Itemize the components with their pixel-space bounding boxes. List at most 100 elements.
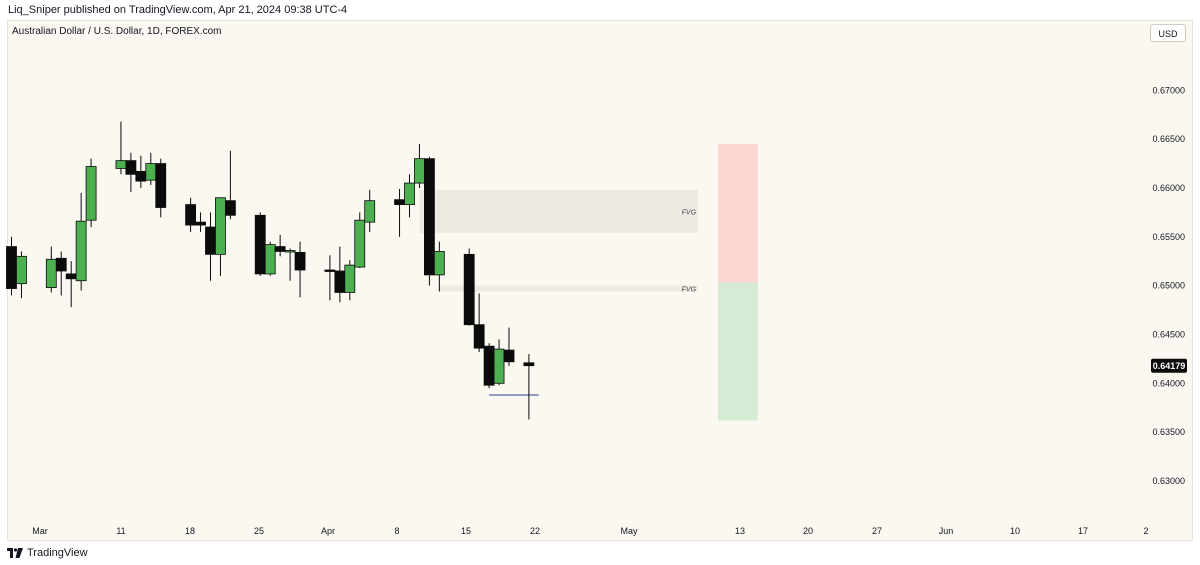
bullish-candle — [284, 248, 296, 281]
candle-body — [264, 244, 276, 275]
bearish-candle — [274, 234, 286, 257]
candle-body — [195, 221, 206, 226]
candle-body — [433, 251, 445, 276]
candle-body — [473, 324, 485, 349]
fvg-zone — [439, 285, 699, 292]
bearish-candle — [483, 343, 495, 389]
candle-body — [414, 158, 425, 184]
time-tick-label: 2 — [1143, 526, 1148, 536]
take-profit-zone — [717, 282, 758, 421]
price-tick-label: 0.64000 — [1152, 378, 1185, 388]
candle-body — [334, 270, 346, 293]
candle-body — [16, 255, 27, 285]
candle-body — [274, 246, 286, 252]
footer: TradingView — [7, 544, 88, 562]
bullish-candle — [16, 251, 27, 299]
price-tick-label: 0.65500 — [1152, 232, 1185, 242]
candle-body — [404, 182, 415, 205]
candle-body — [205, 226, 216, 255]
publisher-line: Liq_Sniper published on TradingView.com,… — [8, 4, 348, 16]
bearish-candle — [463, 248, 475, 326]
time-tick-label: 10 — [1010, 526, 1020, 536]
fvg-label: FVG — [682, 287, 697, 294]
time-tick-label: 13 — [735, 526, 745, 536]
bullish-candle — [404, 174, 415, 218]
time-tick-label: 25 — [254, 526, 264, 536]
bearish-candle — [294, 241, 306, 298]
candle-body — [125, 160, 137, 175]
candle-body — [394, 199, 405, 205]
bearish-candle — [65, 261, 77, 308]
price-tick-label: 0.66500 — [1152, 134, 1185, 144]
candle-body — [6, 246, 17, 289]
candles-layer — [6, 121, 535, 420]
bullish-candle — [45, 246, 57, 293]
bearish-candle — [394, 188, 405, 237]
time-tick-label: 15 — [461, 526, 471, 536]
bearish-candle — [334, 246, 346, 303]
fvg-zone — [419, 189, 699, 233]
price-tick-label: 0.63500 — [1152, 427, 1185, 437]
candle-body — [145, 163, 157, 181]
time-tick-label: May — [620, 526, 638, 536]
bearish-candle — [195, 212, 206, 232]
publisher-header: Liq_Sniper published on TradingView.com,… — [0, 0, 1200, 20]
time-tick-label: 18 — [185, 526, 195, 536]
candle-body — [503, 349, 515, 363]
last-price-badge — [1151, 358, 1187, 373]
bearish-candle — [6, 236, 17, 296]
bullish-candle — [354, 212, 366, 269]
bearish-candle — [423, 156, 435, 286]
bearish-candle — [205, 212, 216, 281]
symbol-title: Australian Dollar / U.S. Dollar, 1D, FOR… — [12, 26, 222, 37]
price-tick-label: 0.63000 — [1152, 476, 1185, 486]
bearish-candle — [135, 155, 147, 188]
candle-body — [523, 362, 535, 367]
candle-body — [493, 348, 505, 384]
candle-body — [85, 166, 97, 221]
candle-body — [254, 214, 266, 275]
bullish-candle — [414, 144, 425, 188]
candle-body — [155, 163, 167, 208]
candle-body — [185, 204, 197, 226]
bearish-candle — [155, 158, 167, 218]
stop-loss-zone — [717, 144, 758, 283]
bearish-candle — [224, 150, 236, 220]
price-tick-label: 0.66000 — [1152, 183, 1185, 193]
candle-body — [463, 253, 475, 326]
price-axis: 0.67000 0.66500 0.66000 0.65500 0.65000 0.645… — [1151, 85, 1187, 486]
time-tick-label: 22 — [530, 526, 540, 536]
footer-brand: TradingView — [27, 547, 88, 559]
time-tick-label: 11 — [116, 526, 125, 536]
currency-button[interactable]: USD — [1150, 24, 1186, 42]
bearish-candle — [523, 353, 535, 420]
candle-body — [284, 250, 296, 253]
bullish-candle — [344, 260, 356, 301]
candle-body — [354, 219, 366, 268]
candle-body — [75, 220, 87, 282]
candle-body — [483, 345, 495, 386]
candle-body — [115, 160, 127, 169]
candle-body — [45, 258, 57, 288]
time-tick-label: 17 — [1078, 526, 1088, 536]
bullish-candle — [433, 241, 445, 292]
candle-body — [224, 200, 236, 216]
time-tick-label: 8 — [394, 526, 399, 536]
last-price-label: 0.64179 — [1153, 361, 1186, 371]
price-tick-label: 0.64500 — [1152, 329, 1185, 339]
bullish-candle — [75, 192, 87, 291]
bullish-candle — [493, 339, 505, 386]
bearish-candle — [55, 251, 67, 296]
bearish-candle — [125, 152, 137, 192]
time-tick-label: Jun — [939, 526, 954, 536]
annotation-layer: FVG FVG — [419, 144, 758, 421]
bullish-candle — [85, 158, 97, 228]
candle-body — [344, 264, 356, 293]
candle-body — [55, 257, 67, 272]
bullish-candle — [364, 189, 376, 232]
chart-area[interactable] — [7, 20, 1193, 541]
bullish-candle — [115, 121, 127, 175]
candle-body — [324, 269, 336, 272]
candle-body — [215, 197, 226, 255]
